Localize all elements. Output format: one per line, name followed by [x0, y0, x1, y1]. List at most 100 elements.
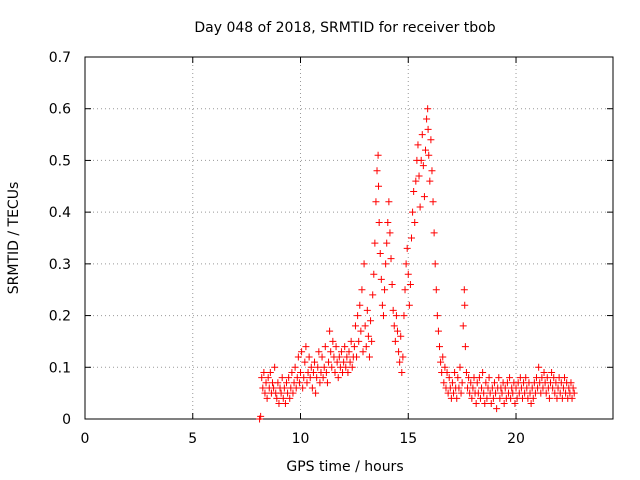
data-point	[457, 389, 465, 397]
data-point	[398, 368, 406, 376]
data-point	[258, 374, 266, 382]
data-point	[389, 306, 397, 314]
data-point	[297, 368, 305, 376]
data-point	[386, 229, 394, 237]
data-point	[309, 368, 317, 376]
data-point	[403, 244, 411, 252]
data-point	[363, 306, 371, 314]
grid	[85, 57, 613, 419]
data-point	[357, 327, 365, 335]
data-point	[328, 363, 336, 371]
data-point	[441, 363, 449, 371]
data-point	[381, 286, 389, 294]
data-point	[325, 358, 333, 366]
data-point	[274, 379, 282, 387]
data-point	[321, 343, 329, 351]
data-point	[411, 218, 419, 226]
data-point	[393, 327, 401, 335]
data-point	[401, 286, 409, 294]
axis-ticks	[84, 56, 613, 420]
data-point	[286, 394, 294, 402]
data-point	[346, 358, 354, 366]
data-point	[375, 218, 383, 226]
data-point	[501, 384, 509, 392]
data-point	[266, 368, 274, 376]
data-point	[509, 389, 517, 397]
y-tick-label: 0.4	[49, 205, 71, 221]
y-tick-label: 0.1	[49, 360, 71, 376]
data-point	[561, 374, 569, 382]
data-points	[256, 105, 578, 423]
data-point	[340, 358, 348, 366]
data-point	[355, 337, 363, 345]
data-point	[388, 281, 396, 289]
data-point	[277, 389, 285, 397]
data-point	[469, 384, 477, 392]
data-point	[378, 301, 386, 309]
data-point	[281, 399, 289, 407]
data-point	[315, 348, 323, 356]
data-point	[374, 151, 382, 159]
data-point	[320, 363, 328, 371]
data-point	[299, 384, 307, 392]
data-point	[369, 291, 377, 299]
x-tick-label: 20	[507, 431, 525, 447]
data-point	[285, 374, 293, 382]
data-point	[425, 151, 433, 159]
data-point	[414, 141, 422, 149]
y-tick-label: 0.6	[49, 102, 71, 118]
data-point	[395, 348, 403, 356]
data-point	[382, 260, 390, 268]
data-point	[467, 379, 475, 387]
data-point	[337, 348, 345, 356]
y-tick-label: 0.7	[49, 50, 71, 66]
data-point	[292, 384, 300, 392]
data-point	[487, 399, 495, 407]
data-point	[312, 389, 320, 397]
data-point	[458, 379, 466, 387]
data-point	[368, 337, 376, 345]
data-point	[331, 368, 339, 376]
data-point	[479, 368, 487, 376]
data-point	[387, 255, 395, 263]
data-point	[448, 379, 456, 387]
data-point	[468, 394, 476, 402]
data-point	[529, 394, 537, 402]
data-point	[568, 394, 576, 402]
x-tick-label: 10	[292, 431, 310, 447]
x-tick-label: 15	[399, 431, 417, 447]
data-point	[375, 182, 383, 190]
data-point	[412, 177, 420, 185]
data-point	[365, 353, 373, 361]
data-point	[372, 198, 380, 206]
data-point	[460, 286, 468, 294]
data-point	[542, 389, 550, 397]
data-point	[302, 343, 310, 351]
data-point	[527, 399, 535, 407]
data-point	[503, 379, 511, 387]
data-point	[311, 358, 319, 366]
data-point	[429, 198, 437, 206]
data-point	[308, 384, 316, 392]
data-point	[432, 286, 440, 294]
data-point	[493, 405, 501, 413]
data-point	[271, 363, 279, 371]
data-point	[313, 374, 321, 382]
data-point	[384, 218, 392, 226]
data-point	[496, 394, 504, 402]
data-point	[420, 193, 428, 201]
tick-labels: 0 5 10 15 20 0 0.1 0.2 0.3 0.4 0.5 0.6 0.7	[49, 50, 525, 447]
data-point	[548, 368, 556, 376]
data-point	[430, 229, 438, 237]
x-tick-label: 0	[81, 431, 90, 447]
data-point	[316, 379, 324, 387]
data-point	[424, 105, 432, 113]
data-point	[450, 389, 458, 397]
data-point	[342, 363, 350, 371]
data-point	[291, 363, 299, 371]
data-point	[345, 348, 353, 356]
data-point	[472, 399, 480, 407]
data-point	[319, 374, 327, 382]
data-point	[341, 343, 349, 351]
data-point	[404, 270, 412, 278]
